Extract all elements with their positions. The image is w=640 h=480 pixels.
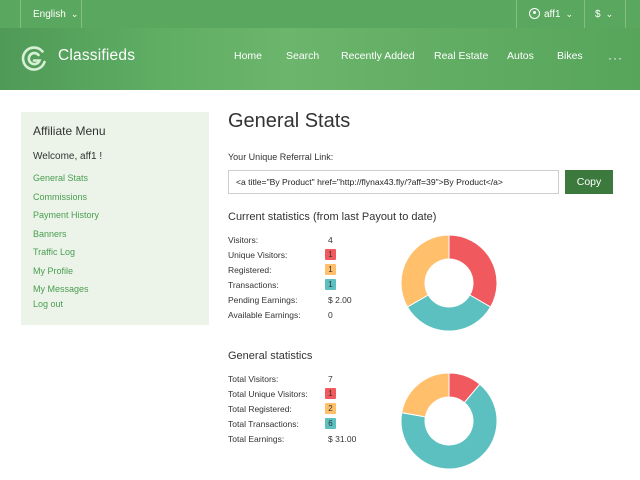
sidebar-item-my-messages[interactable]: My Messages: [33, 284, 89, 294]
stat-label: Total Earnings:: [228, 434, 285, 444]
stat-badge-orange: 1: [325, 264, 336, 275]
nav-real-estate[interactable]: Real Estate: [434, 50, 489, 62]
donut-slice-total-registered: [401, 372, 450, 418]
sidebar-item-commissions[interactable]: Commissions: [33, 191, 88, 202]
nav-bikes[interactable]: Bikes: [557, 50, 583, 62]
referral-label: Your Unique Referral Link:: [228, 152, 334, 162]
sidebar-title: Affiliate Menu: [33, 124, 106, 138]
stat-label: Visitors:: [228, 235, 259, 245]
stat-value: 0: [328, 310, 333, 320]
stat-badge-teal: 1: [325, 279, 336, 290]
stat-badge-red: 1: [325, 388, 336, 399]
language-selector[interactable]: English ⌄: [20, 0, 82, 28]
stat-badge-teal: 6: [325, 418, 336, 429]
stat-label: Unique Visitors:: [228, 250, 288, 260]
chevron-down-icon: ⌄: [565, 9, 574, 19]
donut-slice-registered: [406, 294, 492, 332]
sidebar-item-log-out[interactable]: Log out: [33, 299, 64, 309]
stat-value: $ 31.00: [328, 434, 357, 444]
chevron-down-icon: ⌄: [605, 9, 614, 19]
currency-selector[interactable]: $ ⌄: [584, 0, 626, 28]
more-icon[interactable]: ···: [608, 51, 623, 65]
stat-label: Pending Earnings:: [228, 295, 298, 305]
nav-home[interactable]: Home: [234, 50, 263, 62]
stat-label: Total Transactions:: [228, 419, 299, 429]
stat-label: Transactions:: [228, 280, 279, 290]
site-header: Classifieds Home Search Recently Added R…: [0, 28, 640, 90]
stat-value: 4: [328, 235, 333, 245]
nav-autos[interactable]: Autos: [507, 50, 534, 62]
general-stats-title: General statistics: [228, 350, 313, 362]
stat-badge-red: 1: [325, 249, 336, 260]
copy-button[interactable]: Copy: [565, 170, 613, 194]
stat-label: Total Registered:: [228, 404, 292, 414]
top-bar: English ⌄ aff1 ⌄ $ ⌄: [0, 0, 640, 28]
sidebar-item-general-stats[interactable]: General Stats: [33, 173, 89, 183]
page-title: General Stats: [228, 110, 351, 132]
chevron-down-icon: ⌄: [70, 9, 79, 19]
current-stats-donut-chart: [400, 234, 498, 332]
stat-label: Total Visitors:: [228, 374, 279, 384]
nav-search[interactable]: Search: [286, 50, 320, 62]
stat-value: 7: [328, 374, 333, 384]
user-icon: [529, 8, 540, 19]
sidebar-item-payment-history[interactable]: Payment History: [33, 210, 100, 220]
stat-label: Total Unique Visitors:: [228, 389, 308, 399]
language-label: English: [33, 9, 66, 20]
stat-label: Registered:: [228, 265, 272, 275]
nav-recently-added[interactable]: Recently Added: [341, 50, 415, 62]
welcome-text: Welcome, aff1 !: [33, 151, 103, 162]
user-name: aff1: [544, 9, 561, 20]
referral-link-field[interactable]: <a title="By Product" href="http://flyna…: [228, 170, 559, 194]
stat-value: $ 2.00: [328, 295, 352, 305]
current-stats-title: Current statistics (from last Payout to …: [228, 211, 437, 223]
sidebar-item-traffic-log[interactable]: Traffic Log: [33, 247, 76, 257]
sidebar-item-my-profile[interactable]: My Profile: [33, 265, 74, 276]
donut-slice-transactions: [400, 234, 450, 308]
sidebar-item-banners[interactable]: Banners: [33, 228, 67, 239]
stat-label: Available Earnings:: [228, 310, 301, 320]
donut-slice-unique-visitors: [448, 234, 498, 308]
general-stats-donut-chart: [400, 372, 498, 470]
affiliate-sidebar: Affiliate Menu Welcome, aff1 ! General S…: [21, 112, 209, 325]
donut-slice-total-transactions: [400, 383, 498, 470]
currency-label: $: [595, 9, 601, 20]
user-menu[interactable]: aff1 ⌄: [516, 0, 584, 28]
brand-name[interactable]: Classifieds: [58, 47, 136, 64]
logo-icon[interactable]: [20, 44, 48, 72]
stat-badge-orange: 2: [325, 403, 336, 414]
